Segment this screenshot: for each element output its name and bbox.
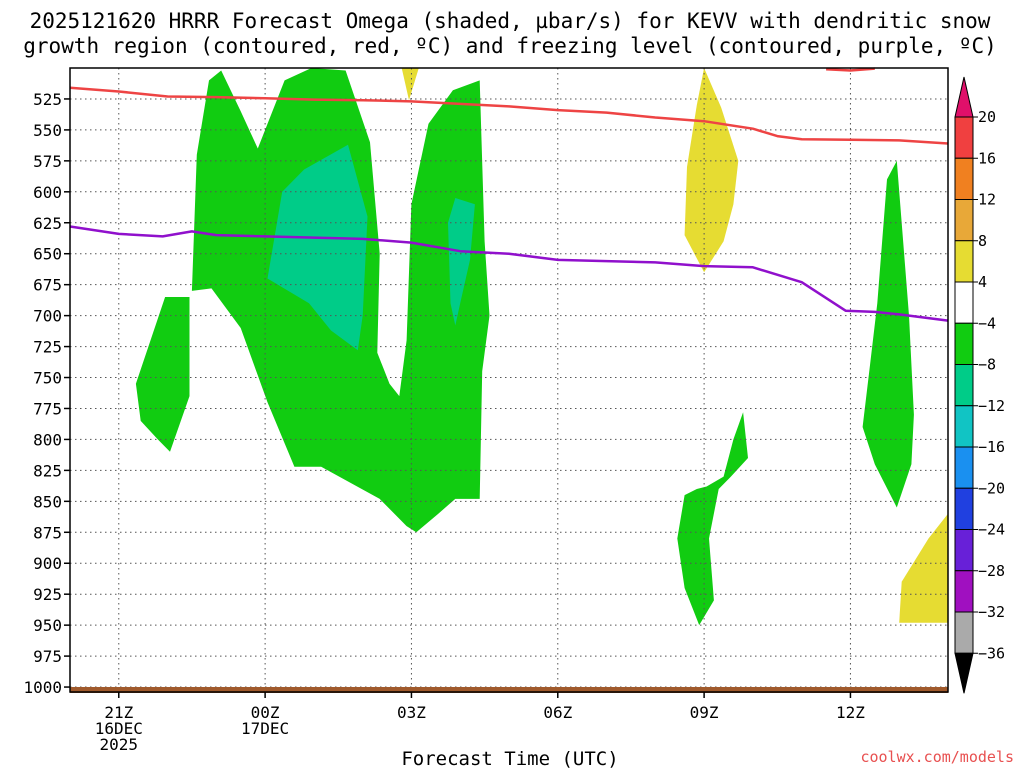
- colorbar-bin: [954, 240, 974, 283]
- plot-frame: [69, 67, 949, 693]
- omega-descent-a: [684, 68, 739, 273]
- y-tick-label: 1000: [23, 678, 62, 697]
- x-tick-label: 12Z: [836, 703, 865, 722]
- x-tick-label: 21Z: [104, 703, 133, 722]
- colorbar-label: −32: [978, 603, 1005, 621]
- colorbar-label: 12: [978, 191, 996, 209]
- x-tick-label: 03Z: [397, 703, 426, 722]
- omega-descent-c: [899, 513, 948, 623]
- y-tick-label: 950: [33, 616, 62, 635]
- colorbar-label: −36: [978, 644, 1005, 662]
- y-tick-label: 725: [33, 338, 62, 357]
- colorbar-bin: [954, 199, 974, 242]
- omega-ascent-core-a: [267, 144, 368, 351]
- y-tick-label: 975: [33, 647, 62, 666]
- colorbar-label: −12: [978, 397, 1005, 415]
- y-tick-label: 925: [33, 585, 62, 604]
- colorbar-label: 4: [978, 273, 987, 291]
- y-tick-label: 675: [33, 276, 62, 295]
- colorbar-label: 16: [978, 149, 996, 167]
- x-tick-label: 00Z: [251, 703, 280, 722]
- freezing-level: [69, 225, 949, 322]
- y-axis: 525 550 575 600 625 650 675 700 725 750 775 800 825 8…: [23, 90, 70, 697]
- plot-lines: [69, 67, 949, 693]
- colorbar-label: −16: [978, 438, 1005, 456]
- colorbar-label: −28: [978, 562, 1005, 580]
- omega-ascent-a: [135, 297, 190, 452]
- chart-title-line-1: 2025121620 HRRR Forecast Omega (shaded, …: [30, 9, 991, 33]
- plot-fills: [135, 68, 948, 626]
- y-tick-label: 550: [33, 121, 62, 140]
- chart-title-line-2: growth region (contoured, red, ºC) and f…: [23, 34, 997, 58]
- colorbar-bin: [954, 281, 974, 324]
- colorbar: 20 16 12 8 4 −4 −8 −12 −16 −20 −24 −28 −32 −36: [954, 76, 1005, 694]
- colorbar-bin: [954, 116, 974, 159]
- x-axis-label: Forecast Time (UTC): [401, 748, 618, 768]
- colorbar-bin: [954, 364, 974, 407]
- omega-ascent-c: [677, 412, 748, 626]
- colorbar-label: −24: [978, 521, 1005, 539]
- plot-grid: [70, 68, 948, 692]
- y-tick-label: 700: [33, 307, 62, 326]
- terrain-band: [70, 687, 948, 693]
- colorbar-label: −8: [978, 356, 996, 374]
- omega-ascent-d: [862, 160, 914, 508]
- x-tick-label: 16DEC: [95, 719, 143, 738]
- y-tick-label: 525: [33, 90, 62, 109]
- colorbar-bin: [954, 529, 974, 572]
- colorbar-bin: [954, 322, 974, 365]
- colorbar-bin: [954, 487, 974, 530]
- colorbar-bin: [954, 611, 974, 654]
- colorbar-label: −20: [978, 479, 1005, 497]
- colorbar-bin: [954, 570, 974, 613]
- y-tick-label: 825: [33, 461, 62, 480]
- colorbar-bin: [954, 157, 974, 200]
- watermark: coolwx.com/models: [860, 748, 1014, 766]
- colorbar-label: 20: [978, 108, 996, 126]
- y-tick-label: 600: [33, 183, 62, 202]
- dgz-red: [69, 86, 949, 145]
- colorbar-max-arrow: [954, 76, 974, 118]
- y-tick-label: 775: [33, 399, 62, 418]
- y-tick-label: 900: [33, 554, 62, 573]
- x-tick-label: 17DEC: [241, 719, 289, 738]
- colorbar-bin: [954, 446, 974, 489]
- colorbar-min-arrow: [954, 652, 974, 694]
- x-tick-label: 06Z: [543, 703, 572, 722]
- y-tick-label: 850: [33, 492, 62, 511]
- dgz-red-top: [826, 67, 875, 72]
- colorbar-label: 8: [978, 232, 987, 250]
- y-tick-label: 650: [33, 245, 62, 264]
- y-tick-label: 625: [33, 214, 62, 233]
- omega-ascent-core-b: [448, 198, 475, 326]
- colorbar-label: −4: [978, 314, 996, 332]
- y-tick-label: 875: [33, 523, 62, 542]
- y-tick-label: 750: [33, 369, 62, 388]
- y-tick-label: 575: [33, 152, 62, 171]
- x-tick-label: 09Z: [690, 703, 719, 722]
- y-tick-label: 800: [33, 430, 62, 449]
- x-tick-label: 2025: [100, 735, 139, 754]
- omega-descent-b: [401, 68, 419, 101]
- colorbar-bin: [954, 405, 974, 448]
